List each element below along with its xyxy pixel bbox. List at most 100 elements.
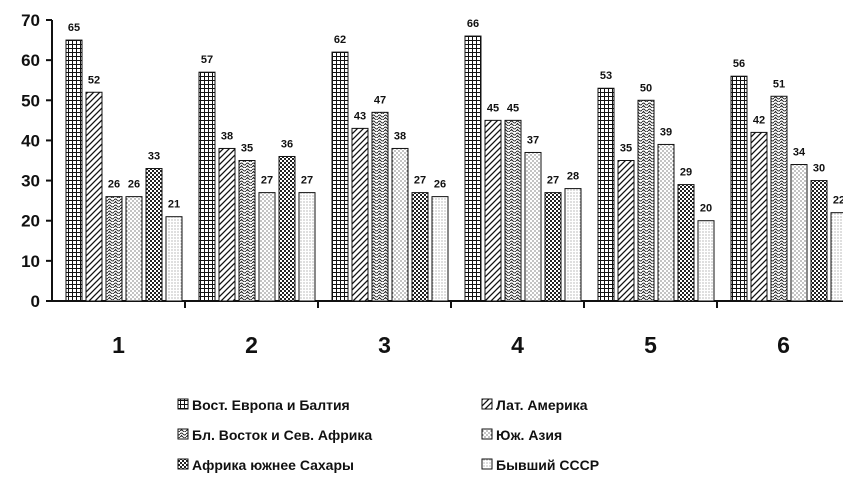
- data-label: 53: [600, 70, 612, 82]
- bar: [524, 151, 542, 302]
- data-label: 34: [793, 147, 806, 159]
- legend-swatch: [481, 398, 493, 410]
- x-tick-label: 4: [511, 332, 524, 358]
- data-label: 45: [487, 102, 499, 114]
- data-label-bg: [391, 129, 409, 143]
- legend-label: Лат. Америка: [496, 397, 588, 413]
- data-label-bg: [730, 57, 748, 71]
- data-label-bg: [597, 69, 615, 83]
- data-label-bg: [524, 133, 542, 147]
- data-label: 27: [301, 175, 313, 187]
- data-label-bg: [331, 33, 349, 47]
- x-ticks: 1 2 3 4 5 6: [112, 301, 790, 358]
- x-tick-label: 5: [644, 332, 657, 358]
- bar: [730, 75, 748, 302]
- legend-label: Вост. Европа и Балтия: [192, 397, 350, 413]
- legend-label: Бывший СССР: [496, 457, 599, 473]
- bar: [504, 119, 522, 302]
- data-label-bg: [750, 113, 768, 127]
- data-label-bg: [85, 73, 103, 87]
- data-label-bg: [238, 141, 256, 155]
- y-tick-label: 0: [31, 292, 40, 311]
- data-label: 52: [88, 74, 100, 86]
- bar: [278, 155, 296, 302]
- bar: [145, 168, 163, 302]
- legend-swatch: [177, 458, 189, 470]
- bar: [125, 196, 143, 302]
- bar: [65, 39, 83, 302]
- data-labels: 65 52 26 26 33 21 57 38 35 27 36 27 62 43 47 38 27 26 66 45…: [65, 17, 843, 215]
- legend-label: Африка южнее Сахары: [192, 457, 354, 473]
- bar: [750, 131, 768, 302]
- data-label-bg: [464, 17, 482, 31]
- data-label: 51: [773, 78, 785, 90]
- data-label: 27: [414, 175, 426, 187]
- bar: [637, 99, 655, 302]
- legend-label: Юж. Азия: [496, 427, 562, 443]
- data-label-bg: [105, 177, 123, 191]
- data-label: 42: [753, 114, 765, 126]
- data-label: 38: [394, 130, 406, 142]
- data-label: 29: [680, 167, 692, 179]
- data-label-bg: [411, 173, 429, 187]
- data-label: 65: [68, 22, 80, 34]
- bar: [597, 87, 615, 302]
- bar: [830, 212, 843, 302]
- data-label-bg: [564, 169, 582, 183]
- x-tick-label: 3: [378, 332, 391, 358]
- data-label: 35: [620, 143, 632, 155]
- bar: [484, 119, 502, 302]
- data-label: 26: [434, 179, 446, 191]
- bar: [810, 180, 828, 302]
- x-tick-label: 1: [112, 332, 125, 358]
- bar: [391, 147, 409, 302]
- data-label: 45: [507, 102, 519, 114]
- data-label: 26: [128, 179, 140, 191]
- data-label-bg: [504, 101, 522, 115]
- data-label: 27: [261, 175, 273, 187]
- data-label: 21: [168, 199, 180, 211]
- data-label-bg: [657, 125, 675, 139]
- bar: [371, 111, 389, 302]
- data-label-bg: [431, 177, 449, 191]
- data-label-bg: [298, 173, 316, 187]
- data-label: 57: [201, 54, 213, 66]
- data-label-bg: [544, 173, 562, 187]
- data-label: 27: [547, 175, 559, 187]
- data-label-bg: [351, 109, 369, 123]
- bar: [617, 160, 635, 302]
- data-label: 36: [281, 138, 293, 150]
- data-label-bg: [810, 161, 828, 175]
- legend-swatch: [481, 428, 493, 440]
- legend-swatch: [481, 458, 493, 470]
- data-label: 22: [833, 195, 843, 207]
- data-label: 50: [640, 82, 652, 94]
- data-label: 30: [813, 163, 825, 175]
- data-label: 43: [354, 110, 366, 122]
- legend-swatch: [177, 428, 189, 440]
- data-label-bg: [218, 129, 236, 143]
- bar: [105, 196, 123, 302]
- bar: [564, 188, 582, 302]
- data-label: 39: [660, 126, 672, 138]
- data-label: 56: [733, 58, 745, 70]
- bar: [298, 192, 316, 302]
- y-tick-label: 60: [21, 51, 40, 70]
- bar: [677, 184, 695, 302]
- data-label: 37: [527, 134, 539, 146]
- bar: [85, 91, 103, 302]
- y-tick-label: 40: [21, 131, 40, 150]
- data-label-bg: [617, 141, 635, 155]
- bar: [411, 192, 429, 302]
- data-label: 35: [241, 143, 253, 155]
- bar: [198, 71, 216, 302]
- data-label: 47: [374, 94, 386, 106]
- data-label: 66: [467, 18, 479, 30]
- data-label-bg: [484, 101, 502, 115]
- data-label: 28: [567, 171, 579, 183]
- y-tick-label: 20: [21, 212, 40, 231]
- data-label: 33: [148, 151, 160, 163]
- data-label-bg: [830, 193, 843, 207]
- bar: [258, 192, 276, 302]
